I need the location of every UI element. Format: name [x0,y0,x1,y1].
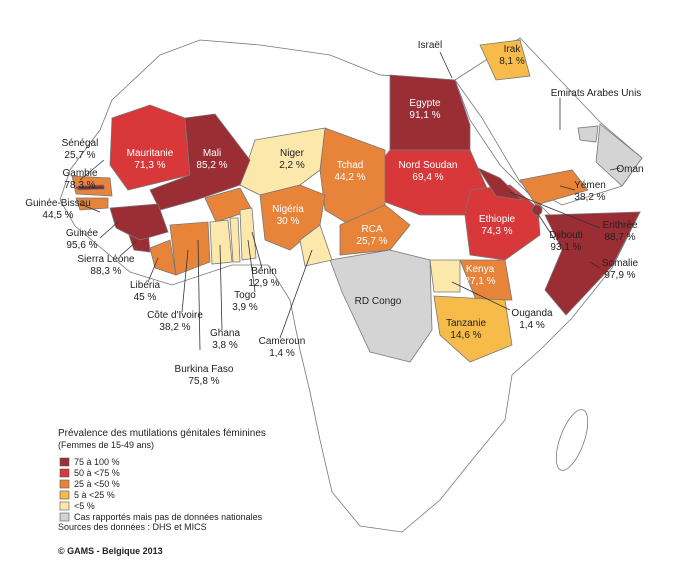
legend-swatch [59,490,70,500]
country-value: 38,2 % [159,322,190,333]
country-value: 8,1 % [499,56,525,67]
country-value: 30 % [277,216,300,227]
legend-label: Cas rapportés mais pas de données nation… [74,512,263,522]
country-value: 25,7 % [64,150,95,161]
country-name: Tchad [337,160,364,171]
country-value: 38,2 % [574,192,605,203]
country-name: Nigéria [272,204,304,215]
country-name: Niger [280,148,305,159]
country-name: Erithrée [602,220,637,231]
legend-swatch [59,512,70,522]
country-name: Ouganda [511,308,553,319]
country-value: 44,2 % [334,172,365,183]
country-name: Sénégal [62,138,99,149]
country-value: 3,9 % [232,302,258,313]
country-name: Bénin [251,266,277,277]
country-value: 88,3 % [90,266,121,277]
country-name: Gambie [62,168,97,179]
country-value: 1,4 % [519,320,545,331]
legend-label: 50 à <75 % [74,468,120,478]
legend-source: Sources des données : DHS et MICS [58,522,207,532]
country-value: 3,8 % [212,340,238,351]
country-value: 97,9 % [604,270,635,281]
country-name: Israël [418,40,442,51]
country-value: 93,1 % [550,242,581,253]
country-name: Emirats Arabes Unis [551,88,642,99]
country-value: 2,2 % [279,160,305,171]
country-value: 27,1 % [464,276,495,287]
footer: © GAMS - Belgique 2013 [58,546,163,556]
legend-swatch [59,457,70,467]
country-name: Ghana [210,328,240,339]
country-name: Djibouti [549,230,582,241]
country-value: 95,6 % [66,240,97,251]
country-value: 69,4 % [412,172,443,183]
land [59,37,643,533]
country-name: Irak [504,44,522,55]
country-value: 91,1 % [409,110,440,121]
legend-swatch [59,468,70,478]
country-name: Egypte [409,98,441,109]
legend-label: 75 à 100 % [74,457,120,467]
country-name: RCA [361,224,382,235]
country-name: Nord Soudan [399,160,458,171]
country-value: 85,2 % [196,160,227,171]
country-name: Ethiopie [479,214,516,225]
leaders [79,51,621,351]
country-value: 88,7 % [604,232,635,243]
country-value: 74,3 % [481,226,512,237]
country-value: 1,4 % [269,348,295,359]
country-name: RD Congo [355,296,402,307]
country-value: 71,3 % [134,160,165,171]
country-name: Guinée-Bissau [25,198,91,209]
legend-swatch [59,501,70,511]
country-value: 78,3 % [64,180,95,191]
country-name: Tanzanie [446,318,486,329]
country-name: Mali [203,148,221,159]
country-name: Kenya [466,264,495,275]
legend-subtitle: (Femmes de 15-49 ans) [58,440,154,450]
country-name: Togo [234,290,256,301]
legend-label: <5 % [74,501,95,511]
legend-swatch [59,479,70,489]
country-name: Guinée [66,228,99,239]
legend: Prévalence des mutilations génitales fém… [58,428,266,532]
country-name: Yémen [574,180,606,191]
country-value: 45 % [134,292,157,303]
country-name: Burkina Faso [175,364,234,375]
country-value: 12,9 % [248,278,279,289]
country-value: 25,7 % [356,236,387,247]
country-name: Cameroun [259,336,306,347]
labels: Israël Irak 8,1 % Emirats Arabes Unis Eg… [25,40,643,387]
legend-title: Prévalence des mutilations génitales fém… [58,428,266,439]
country-value: 44,5 % [42,210,73,221]
country-value: 14,6 % [450,330,481,341]
country-name: Sierra Léone [77,254,135,265]
country-value: 75,8 % [188,376,219,387]
country-name: Oman [616,164,643,175]
country-name: Somalie [602,258,639,269]
country-name: Libéria [130,280,160,291]
legend-label: 5 à <25 % [74,490,115,500]
country-name: Mauritanie [127,148,174,159]
legend-label: 25 à <50 % [74,479,120,489]
country-name: Côte d'Ivoire [147,310,203,321]
